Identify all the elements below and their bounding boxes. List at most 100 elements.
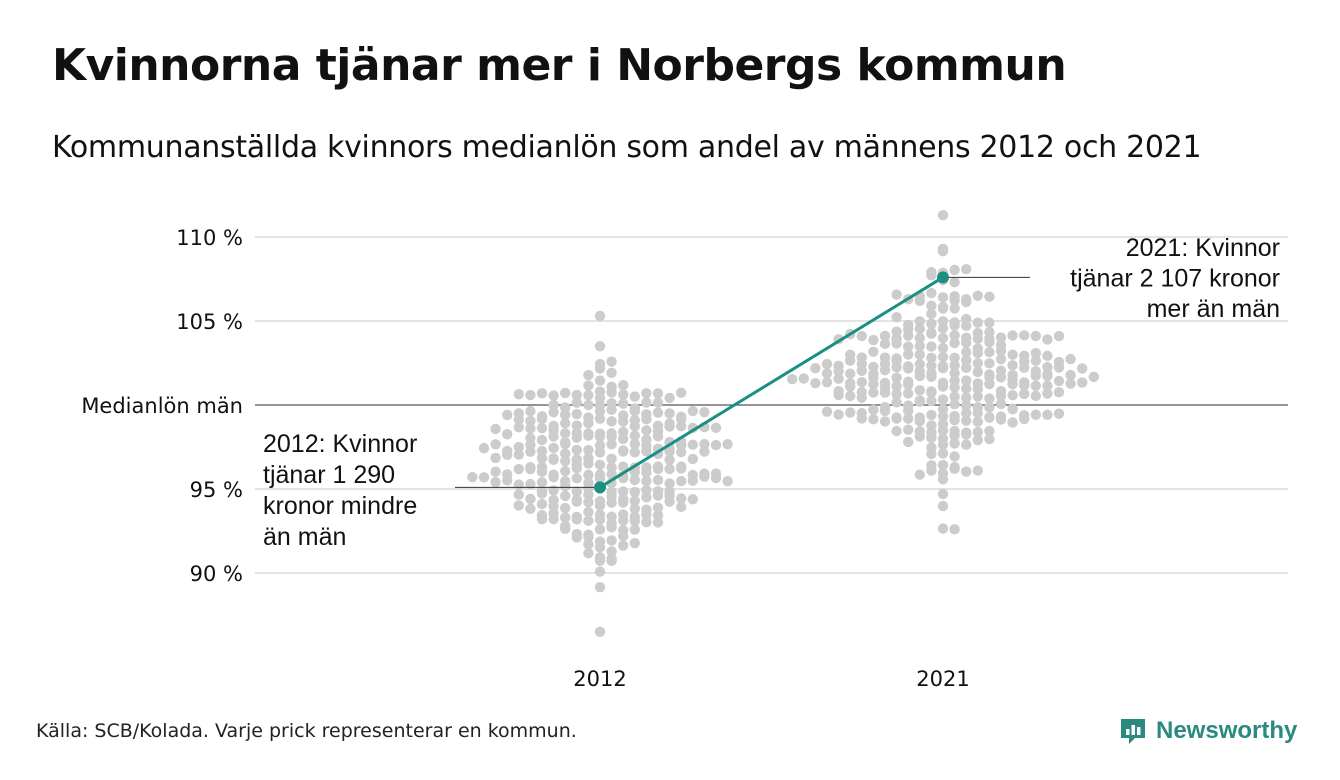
municipality-dot	[949, 337, 960, 349]
municipality-dot	[821, 358, 833, 370]
municipality-dot	[949, 461, 960, 473]
municipality-dot	[513, 463, 524, 475]
municipality-dot	[1030, 347, 1042, 359]
annotations: 2012: Kvinnor tjänar 1 290 kronor mindre än…	[263, 234, 1280, 551]
municipality-dot	[618, 509, 629, 520]
municipality-dot	[641, 388, 652, 399]
municipality-dot	[1018, 330, 1030, 341]
municipality-dot	[629, 474, 640, 486]
municipality-dot	[560, 387, 571, 399]
municipality-dot	[961, 362, 972, 374]
municipality-dot	[868, 334, 879, 346]
municipality-dot	[833, 373, 844, 384]
municipality-dot	[1077, 377, 1088, 388]
municipality-dot	[961, 383, 972, 394]
municipality-dot	[583, 390, 594, 401]
municipality-dot	[618, 445, 629, 456]
municipality-dot	[1042, 380, 1053, 392]
municipality-dot	[502, 429, 513, 440]
municipality-dot	[937, 448, 949, 459]
municipality-dot	[1053, 387, 1065, 398]
municipality-dot	[594, 524, 606, 535]
municipality-dot	[937, 351, 949, 363]
municipality-dot	[914, 332, 925, 344]
municipality-dot	[478, 442, 490, 454]
municipality-dot	[937, 323, 949, 334]
municipality-dot	[798, 373, 809, 384]
municipality-dot	[571, 420, 582, 431]
municipality-dot	[926, 442, 937, 453]
municipality-dot	[903, 361, 914, 372]
municipality-dot	[972, 391, 983, 402]
municipality-dot	[1030, 330, 1042, 342]
municipality-dot	[513, 441, 524, 453]
municipality-dot	[560, 490, 571, 502]
municipality-dot	[490, 439, 501, 450]
municipality-dot	[879, 352, 891, 363]
municipality-dot	[972, 465, 983, 476]
municipality-dot	[868, 387, 879, 398]
municipality-dot	[606, 453, 617, 464]
municipality-dot	[914, 316, 925, 327]
municipality-dot	[961, 263, 972, 275]
municipality-dot	[984, 433, 995, 445]
municipality-dot	[937, 342, 949, 354]
municipality-dot	[548, 407, 559, 418]
municipality-dot	[810, 362, 821, 374]
municipality-dot	[949, 276, 960, 288]
municipality-dot	[699, 406, 710, 418]
municipality-dot	[525, 461, 536, 473]
municipality-dot	[618, 389, 629, 400]
municipality-dot	[594, 509, 606, 520]
municipality-dot	[1053, 356, 1065, 368]
municipality-dot	[606, 367, 617, 378]
municipality-dot	[891, 425, 902, 437]
municipality-dot	[583, 444, 594, 456]
municipality-dot	[937, 243, 949, 255]
municipality-dot	[548, 494, 559, 506]
municipality-dot	[571, 494, 582, 506]
municipality-dot	[629, 391, 640, 402]
municipality-dot	[995, 398, 1007, 410]
municipality-dot	[676, 493, 687, 504]
municipality-dot	[560, 436, 571, 448]
municipality-dot	[629, 415, 640, 426]
municipality-dot	[583, 497, 594, 508]
municipality-dot	[914, 340, 925, 352]
municipality-dot	[949, 391, 960, 402]
municipality-dot	[972, 358, 983, 369]
municipality-dot	[972, 290, 983, 301]
municipality-dot	[629, 524, 640, 535]
municipality-dot	[583, 428, 594, 439]
municipality-dot	[961, 466, 972, 477]
municipality-dot	[914, 323, 925, 334]
municipality-dot	[961, 375, 972, 386]
municipality-dot	[629, 438, 640, 450]
municipality-dot	[548, 442, 559, 454]
municipality-dot	[571, 454, 582, 465]
municipality-dot	[606, 416, 617, 427]
norberg-highlight	[594, 271, 949, 494]
municipality-dot	[891, 380, 902, 392]
municipality-dot	[652, 420, 664, 432]
municipality-dot	[571, 444, 582, 456]
municipality-dot	[937, 332, 949, 344]
municipality-dot	[949, 352, 960, 363]
municipality-dot	[961, 355, 972, 366]
municipality-dot	[937, 523, 949, 534]
municipality-dot	[949, 375, 960, 386]
municipality-dot	[1007, 417, 1018, 428]
municipality-dot	[833, 385, 844, 397]
municipality-dot	[536, 477, 548, 488]
annotation-2012: 2012: Kvinnor tjänar 1 290 kronor mindre än…	[263, 430, 417, 551]
municipality-dot	[903, 319, 914, 331]
municipality-dot	[972, 317, 983, 328]
municipality-dot	[571, 397, 582, 408]
municipality-dot	[687, 469, 698, 481]
newsworthy-logo: Newsworthy	[1118, 716, 1297, 746]
municipality-dot	[926, 395, 937, 407]
x-tick-label-2012: 2012	[573, 667, 626, 691]
y-tick-label: 105 %	[176, 310, 243, 334]
municipality-dot	[914, 366, 925, 377]
municipality-dot	[583, 515, 594, 526]
